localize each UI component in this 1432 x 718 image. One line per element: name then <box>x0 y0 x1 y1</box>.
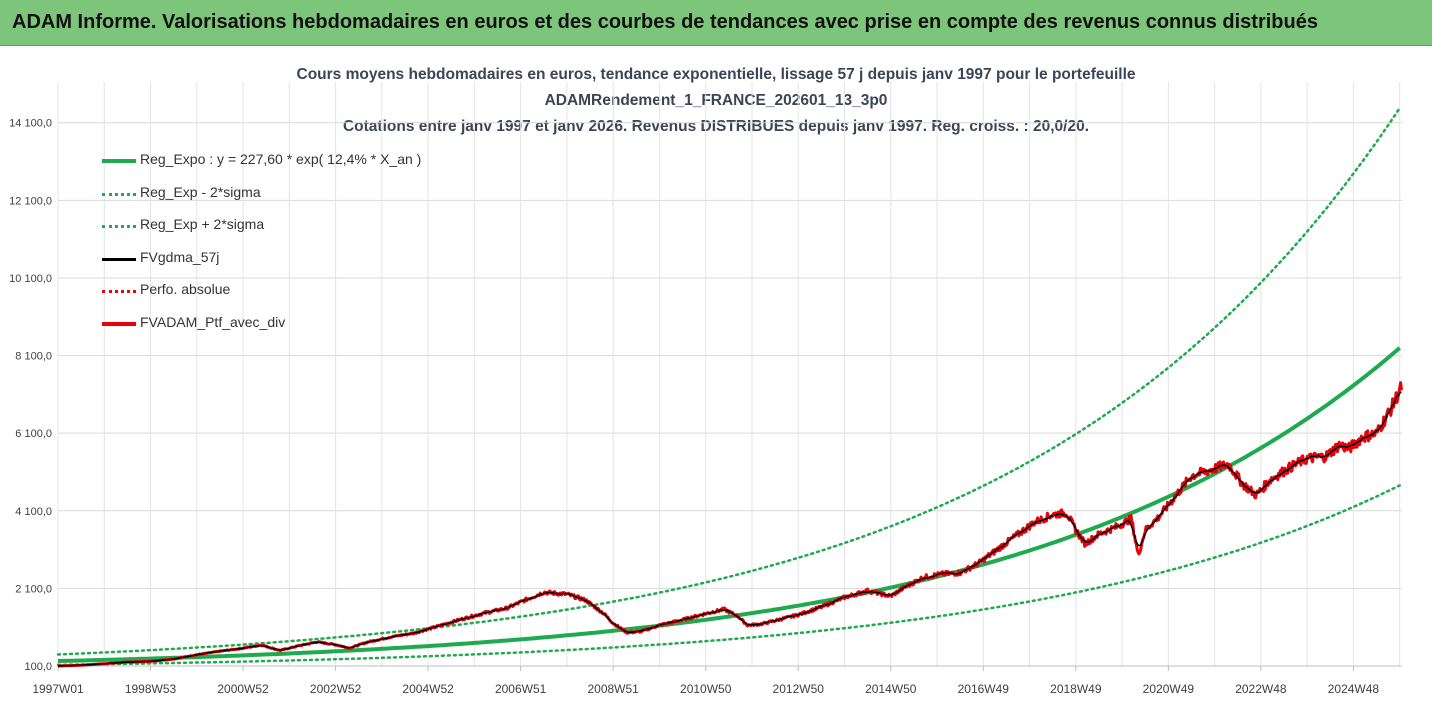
x-tick-label: 1997W01 <box>32 682 84 696</box>
chart-title-line-1: Cours moyens hebdomadaires en euros, ten… <box>296 66 1136 83</box>
x-tick-label: 2012W50 <box>773 682 825 696</box>
x-tick-label: 2000W52 <box>217 682 269 696</box>
legend-swatch <box>102 192 136 196</box>
legend-swatch <box>102 225 136 228</box>
legend-label: Reg_Exp - 2*sigma <box>140 183 261 200</box>
y-tick-label: 2 100,0 <box>15 583 52 595</box>
legend-label: FVgdma_57j <box>140 248 220 265</box>
legend-label: FVADAM_Ptf_avec_div <box>140 313 286 330</box>
legend-swatch <box>102 257 136 261</box>
legend-swatch <box>102 321 136 326</box>
series-fvadam-ptf-avec-div <box>57 381 1403 668</box>
x-tick-label: 2016W49 <box>958 682 1010 696</box>
series-reg-expo <box>57 346 1402 663</box>
legend-swatch <box>102 159 136 163</box>
chart-title-line-3: Cotations entre janv 1997 et janv 2026. … <box>342 118 1090 135</box>
x-tick-label: 2022W48 <box>1235 682 1287 696</box>
report-title: ADAM Informe. Valorisations hebdomadaire… <box>12 11 1318 33</box>
grid-lines <box>57 82 1402 667</box>
x-tick-label: 2002W52 <box>310 682 362 696</box>
x-tick-label: 2020W49 <box>1143 682 1195 696</box>
series-fvgdma-57j <box>58 391 1402 667</box>
chart-title-line-2: ADAMRendement_1_FRANCE_202601_13_3p0 <box>544 92 888 109</box>
header-bar: ADAM Informe. Valorisations hebdomadaire… <box>0 0 1432 46</box>
x-tick-label: 2004W52 <box>402 682 454 696</box>
series-reg-exp-minus-2sigma <box>56 484 1401 667</box>
y-tick-label: 6 100,0 <box>15 428 52 440</box>
y-tick-label: 100,0 <box>24 661 52 673</box>
legend-label: Reg_Exp + 2*sigma <box>140 216 265 232</box>
y-tick-label: 8 100,0 <box>15 351 52 363</box>
y-axis: 100,0 2 100,0 4 100,0 6 100,0 8 100,0 10 100,… <box>9 118 52 673</box>
x-tick-label: 2014W50 <box>865 682 917 696</box>
x-tick-label: 2008W51 <box>587 682 639 696</box>
x-axis: 1997W01 1998W53 2000W52 2002W52 2004W52 2006W… <box>32 666 1379 696</box>
y-tick-label: 10 100,0 <box>9 273 52 285</box>
legend-label: Perfo. absolue <box>140 281 231 297</box>
x-tick-label: 1998W53 <box>125 682 177 696</box>
y-tick-label: 12 100,0 <box>9 195 52 207</box>
x-tick-label: 2018W49 <box>1050 682 1102 696</box>
legend-swatch <box>102 290 136 293</box>
legend-label: Reg_Expo : y = 227,60 * exp( 12,4% * X_a… <box>140 151 422 167</box>
x-tick-label: 2024W48 <box>1328 682 1380 696</box>
y-tick-label: 4 100,0 <box>15 506 52 518</box>
x-tick-label: 2006W51 <box>495 682 547 696</box>
x-tick-label: 2010W50 <box>680 682 732 696</box>
